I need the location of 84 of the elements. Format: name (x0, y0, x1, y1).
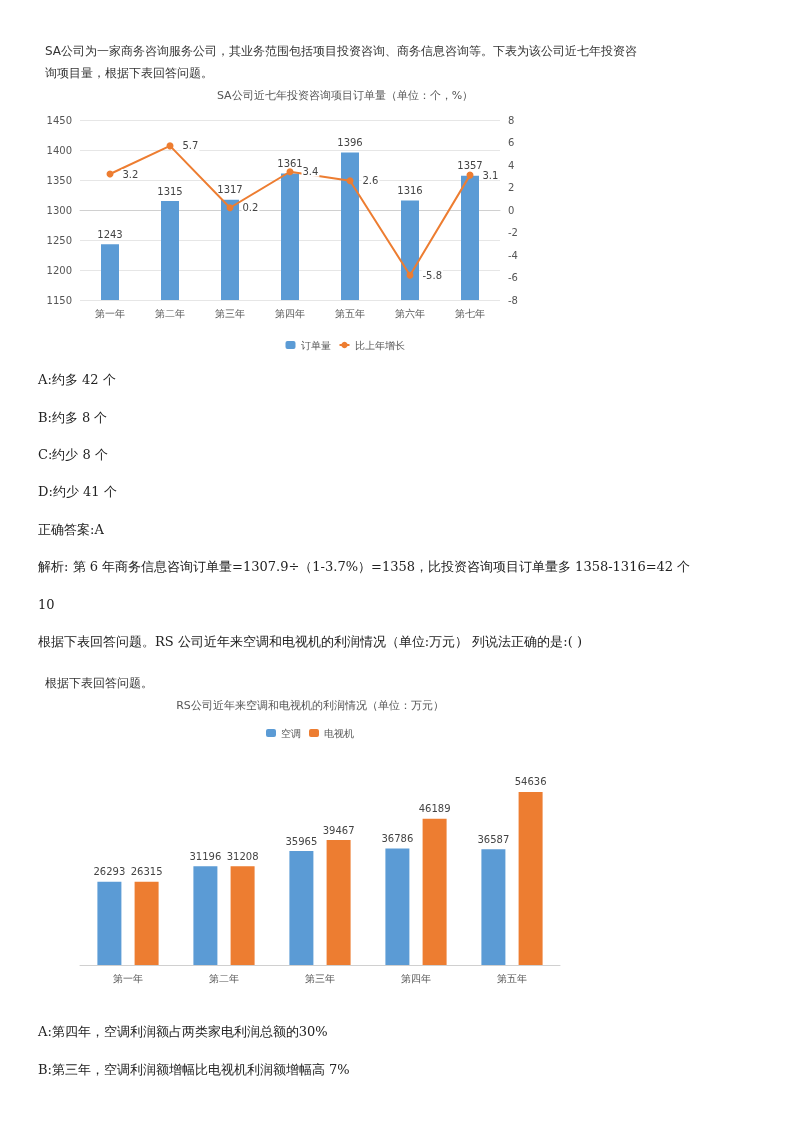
bar (518, 791, 543, 965)
text: C:约少 8 个 (38, 446, 108, 464)
data-label: 31196 (189, 850, 222, 862)
bar (134, 881, 159, 965)
point (406, 271, 414, 279)
y2-tick-label: -2 (508, 227, 518, 238)
x-tick-label: 第三年 (305, 972, 335, 984)
text: 根据下表回答问题。RS 公司近年来空调和电视机的利润情况（单位:万元） 列说法正确的是:( ) (38, 633, 582, 651)
bar (230, 866, 255, 965)
bar (326, 840, 351, 965)
data-label: 0.2 (242, 202, 259, 214)
x-tick-label: 第二年 (155, 307, 185, 319)
data-label: 1317 (217, 184, 243, 196)
bar (289, 851, 314, 965)
y-tick-label: 1400 (46, 144, 72, 156)
data-label: -5.8 (422, 269, 443, 281)
legend-label: 空调 (281, 727, 301, 739)
point (286, 168, 294, 176)
y2-tick-label: -6 (508, 272, 518, 283)
text: 解析: 第 6 年商务信息咨询订单量=1307.9÷（1-3.7%）=1358，比投资咨询项目订单量多 1358-1316=42 个 (38, 558, 691, 576)
y2-tick-label: -4 (508, 249, 518, 261)
data-label: 1315 (157, 185, 183, 197)
y2-tick-label: -8 (508, 294, 518, 306)
data-label: 5.7 (182, 140, 199, 152)
data-label: 1361 (277, 157, 303, 169)
legend-label: 订单量 (300, 339, 331, 351)
x-tick-label: 第二年 (209, 972, 239, 984)
x-tick-label: 第三年 (215, 307, 245, 319)
text: 10 (38, 596, 55, 614)
x-tick-label: 第一年 (95, 307, 125, 319)
y2-tick-label: 4 (508, 159, 515, 171)
data-label: 36786 (381, 833, 414, 845)
y-tick-label: 1250 (46, 234, 72, 246)
data-label: 3.4 (302, 166, 319, 178)
text: A:约多 42 个 (38, 371, 116, 389)
chart-title: SA公司近七年投资咨询项目订单量（单位：个，%） (216, 89, 474, 102)
data-label: 31208 (226, 850, 259, 862)
data-label: 35965 (285, 835, 318, 847)
bar (97, 881, 122, 965)
x-tick-label: 第四年 (275, 307, 305, 319)
chart-title: RS公司近年来空调和电视机的利润情况（单位：万元） (176, 699, 444, 712)
text: B:约多 8 个 (38, 409, 108, 427)
legend-label: 比上年增长 (354, 339, 405, 351)
x-tick-label: 第七年 (455, 307, 485, 319)
data-label: 1396 (337, 136, 363, 148)
text: D:约少 41 个 (38, 483, 117, 501)
data-label: 3.2 (122, 168, 139, 180)
bar (385, 848, 410, 965)
bar (422, 818, 447, 965)
data-label: 46189 (418, 803, 451, 815)
text: SA公司为一家商务咨询服务公司，其业务范围包括项目投资咨询、商务信息咨询等。下表为该公司近七年投资咨询项目量，根据下表回答问题。 (45, 43, 639, 82)
y-tick-label: 1350 (46, 174, 72, 186)
text: A:第四年，空调利润额占两类家电利润总额的30% (38, 1023, 328, 1041)
y-tick-label: 1300 (46, 204, 72, 216)
text: 根据下表回答问题。 (45, 675, 154, 692)
x-tick-label: 第六年 (395, 307, 425, 319)
x-tick-label: 第一年 (113, 972, 143, 984)
y2-tick-label: 6 (508, 137, 515, 148)
y2-tick-label: 0 (508, 204, 515, 216)
y-tick-label: 1200 (46, 264, 72, 276)
legend-label: 电视机 (324, 727, 354, 739)
x-tick-label: 第四年 (401, 972, 431, 984)
x-tick-label: 第五年 (497, 972, 527, 984)
data-label: 3.1 (482, 169, 499, 181)
bar (481, 849, 506, 965)
text: 正确答案:A (38, 521, 104, 539)
point (226, 204, 234, 212)
y-tick-label: 1450 (46, 114, 72, 126)
data-label: 36587 (477, 833, 510, 845)
point (346, 177, 354, 185)
data-label: 26293 (93, 866, 126, 878)
data-label: 54636 (514, 776, 547, 788)
data-label: 26315 (130, 866, 163, 878)
data-label: 1243 (97, 228, 123, 240)
data-label: 2.6 (362, 175, 379, 187)
bar (193, 866, 218, 965)
text: B:第三年，空调利润额增幅比电视机利润额增幅高 7% (38, 1061, 350, 1079)
x-tick-label: 第五年 (335, 307, 365, 319)
y2-tick-label: 2 (508, 182, 515, 193)
data-label: 39467 (322, 824, 355, 836)
data-label: 1357 (457, 160, 483, 172)
data-label: 1316 (397, 184, 423, 196)
y2-tick-label: 8 (508, 114, 515, 126)
y-tick-label: 1150 (46, 294, 72, 306)
